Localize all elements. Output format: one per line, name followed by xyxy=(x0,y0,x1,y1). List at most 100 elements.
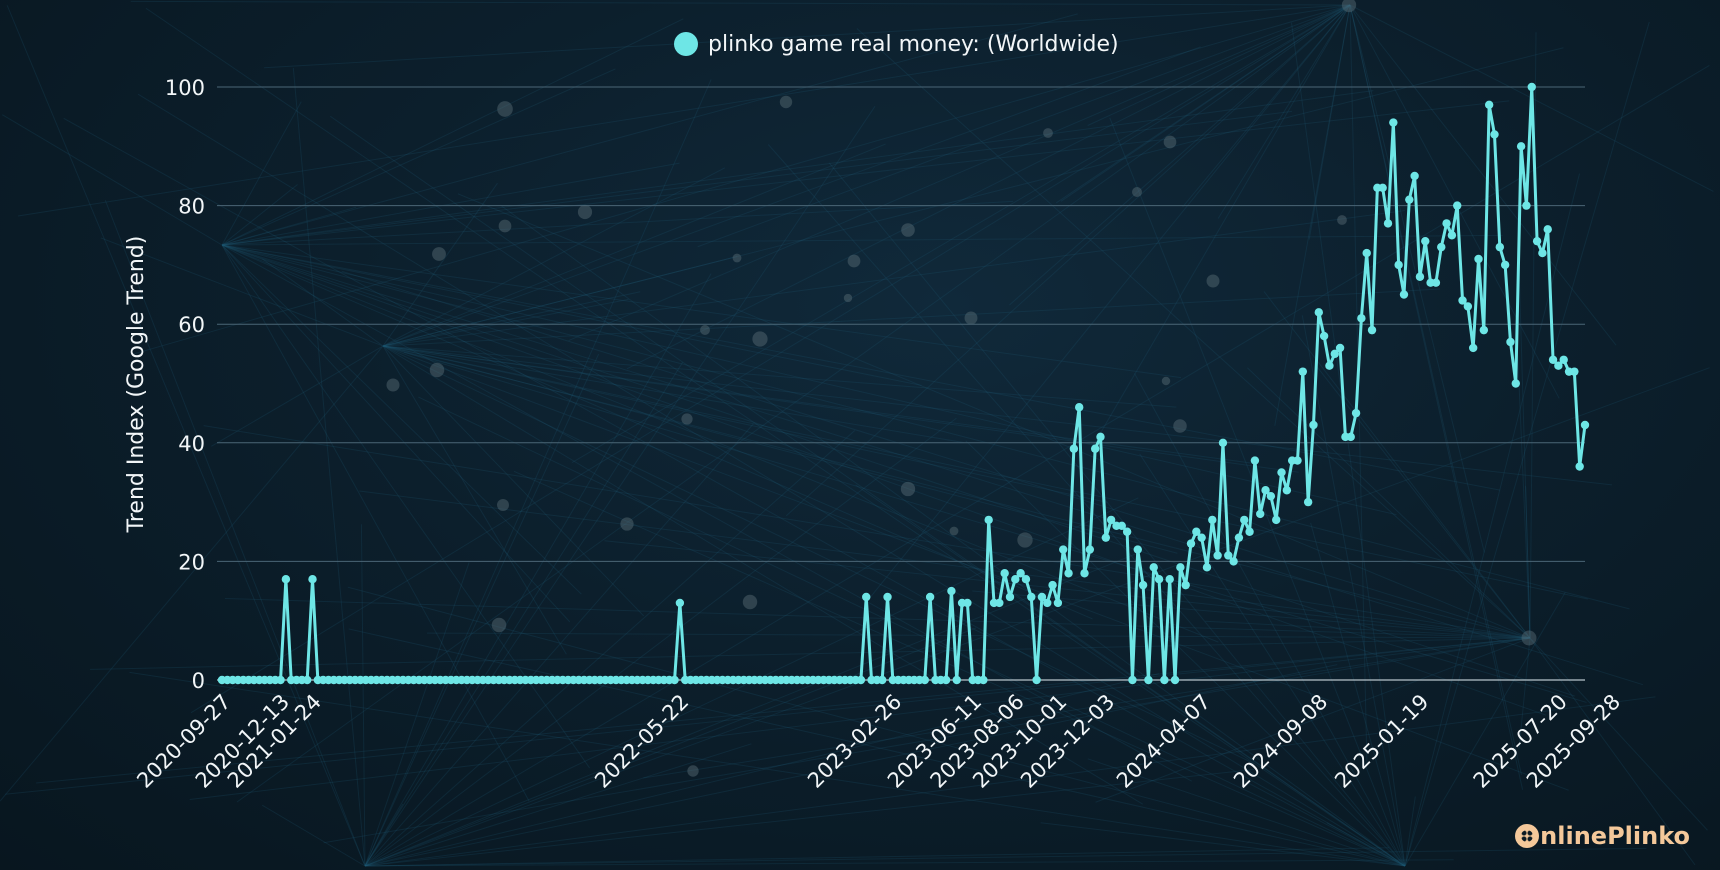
background-line xyxy=(1518,637,1531,750)
data-point xyxy=(925,592,935,602)
background-line xyxy=(364,696,1656,867)
background-line xyxy=(224,597,1531,639)
data-point xyxy=(1245,527,1254,536)
background-line xyxy=(221,244,1397,516)
data-point xyxy=(1261,486,1270,495)
y-tick-label: 80 xyxy=(178,195,205,219)
background-line xyxy=(382,345,1108,503)
data-point xyxy=(1442,219,1451,228)
data-point xyxy=(302,675,312,685)
background-dot xyxy=(843,293,853,303)
y-axis-tick-labels: 0 20 40 60 80 100 xyxy=(165,76,205,693)
background-line xyxy=(1404,796,1416,867)
background-line xyxy=(828,162,1406,867)
background-line xyxy=(364,79,712,867)
data-point xyxy=(1325,361,1334,370)
background-dot xyxy=(432,247,446,261)
background-line xyxy=(382,182,498,347)
background-line xyxy=(382,345,1178,554)
background-line xyxy=(382,345,1588,600)
legend: plinko game real money: (Worldwide) xyxy=(674,32,1119,57)
data-point xyxy=(1490,130,1499,139)
background-line xyxy=(364,743,752,867)
background-line xyxy=(221,110,1292,246)
background-line xyxy=(1009,4,1351,306)
data-point xyxy=(979,675,988,685)
y-axis-label: Trend Index (Google Trend) xyxy=(124,236,149,534)
data-point xyxy=(1090,444,1100,453)
background-line xyxy=(5,637,1531,795)
data-point xyxy=(984,515,993,525)
data-point xyxy=(1208,515,1217,525)
background-line xyxy=(1217,4,1351,219)
background-line xyxy=(382,345,1587,703)
background-line xyxy=(221,244,1182,379)
background-line xyxy=(767,144,1406,867)
background-dot xyxy=(1131,186,1143,198)
background-line xyxy=(856,28,1531,639)
background-line xyxy=(137,93,1406,867)
background-dot xyxy=(732,253,742,263)
background-line xyxy=(1090,4,1351,450)
data-point xyxy=(878,675,887,685)
background-line xyxy=(1529,637,1696,866)
background-line xyxy=(221,244,1547,716)
background-line xyxy=(221,206,357,246)
background-line xyxy=(145,7,1406,867)
background-line xyxy=(1139,453,1406,867)
background-line xyxy=(264,4,1351,69)
data-point xyxy=(1011,574,1020,584)
background-dot xyxy=(742,594,758,610)
background-line xyxy=(221,244,922,386)
data-point xyxy=(1463,302,1473,311)
data-point xyxy=(1468,343,1478,353)
background-dot xyxy=(386,378,400,392)
data-point xyxy=(1229,557,1238,566)
background-line xyxy=(347,586,1406,867)
background-line xyxy=(1205,620,1531,639)
background-dot xyxy=(752,331,768,347)
background-dot xyxy=(577,204,593,220)
background-dot xyxy=(1521,630,1537,646)
data-point xyxy=(1154,574,1164,584)
brand-text-part2: Plinko xyxy=(1607,822,1690,850)
background-line xyxy=(364,417,957,867)
background-line xyxy=(1274,4,1351,426)
background-line xyxy=(1529,637,1708,831)
background-line xyxy=(364,859,1454,867)
background-line xyxy=(1301,315,1406,867)
data-point xyxy=(1027,592,1036,602)
background-line xyxy=(382,288,1440,347)
background-dot xyxy=(700,325,710,335)
background-line xyxy=(571,4,1351,463)
data-point xyxy=(276,675,285,685)
data-point xyxy=(1096,432,1105,442)
background-dot xyxy=(498,219,512,233)
background-line xyxy=(364,430,856,867)
background-line xyxy=(426,632,1531,639)
y-tick-label: 20 xyxy=(178,550,205,574)
background-line xyxy=(364,423,754,867)
background-line xyxy=(382,47,1564,347)
data-point xyxy=(1335,343,1345,353)
horizontal-gridlines xyxy=(217,86,1585,681)
background-line xyxy=(457,193,1531,639)
background-line xyxy=(1529,32,1537,639)
data-point xyxy=(1048,580,1057,590)
data-point xyxy=(1516,142,1526,151)
data-point xyxy=(1383,219,1393,228)
data-point xyxy=(1122,527,1132,536)
brand-text-part1: nline xyxy=(1540,822,1608,850)
background-line xyxy=(90,637,1531,670)
data-point xyxy=(1431,278,1441,287)
background-line xyxy=(100,237,384,347)
background-line xyxy=(359,490,1531,639)
data-point xyxy=(1016,569,1025,578)
background-line xyxy=(1291,22,1406,867)
background-line xyxy=(364,627,977,867)
data-point xyxy=(1506,337,1515,347)
background-dot xyxy=(1206,274,1220,288)
background-line xyxy=(1349,4,1522,775)
data-point xyxy=(1218,438,1228,447)
